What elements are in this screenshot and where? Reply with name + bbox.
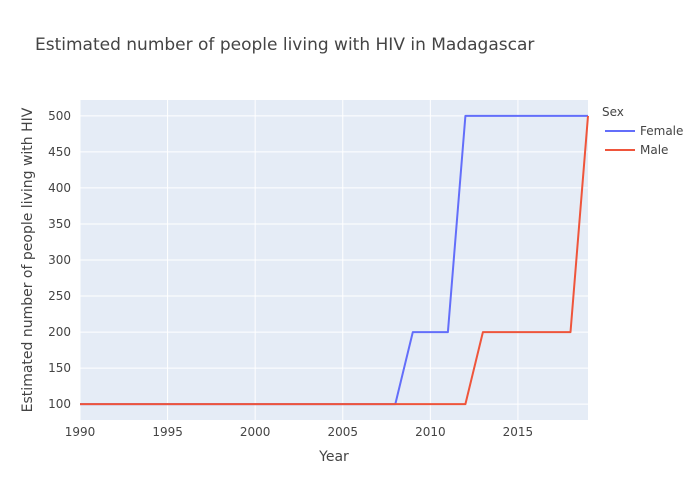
x-tick-label: 2005 — [327, 425, 358, 439]
y-tick-label: 500 — [48, 109, 71, 123]
y-tick-label: 300 — [48, 253, 71, 267]
legend[interactable]: Sex Female Male — [602, 105, 683, 157]
y-tick-label: 250 — [48, 289, 71, 303]
x-tick-labels: 1990 1995 2000 2005 2010 2015 — [65, 425, 533, 439]
y-tick-label: 200 — [48, 325, 71, 339]
x-tick-label: 2010 — [415, 425, 446, 439]
chart-title: Estimated number of people living with H… — [35, 35, 534, 55]
y-tick-label: 400 — [48, 181, 71, 195]
x-tick-label: 2015 — [503, 425, 534, 439]
y-tick-label: 150 — [48, 361, 71, 375]
grid-lines — [79, 100, 588, 420]
y-tick-label: 350 — [48, 217, 71, 231]
legend-label: Female — [640, 124, 683, 138]
y-tick-label: 450 — [48, 145, 71, 159]
x-axis-label: Year — [318, 449, 349, 465]
x-tick-label: 1990 — [65, 425, 96, 439]
legend-label: Male — [640, 143, 668, 157]
y-tick-label: 100 — [48, 397, 71, 411]
x-tick-label: 2000 — [240, 425, 271, 439]
x-tick-label: 1995 — [152, 425, 183, 439]
legend-item-female[interactable]: Female — [605, 124, 683, 138]
y-tick-labels: 100 150 200 250 300 350 400 450 500 — [48, 109, 71, 411]
legend-title: Sex — [602, 105, 624, 119]
y-axis-label: Estimated number of people living with H… — [20, 107, 36, 412]
series-line-male — [80, 115, 589, 406]
series-lines — [80, 114, 589, 406]
legend-item-male[interactable]: Male — [605, 143, 668, 157]
